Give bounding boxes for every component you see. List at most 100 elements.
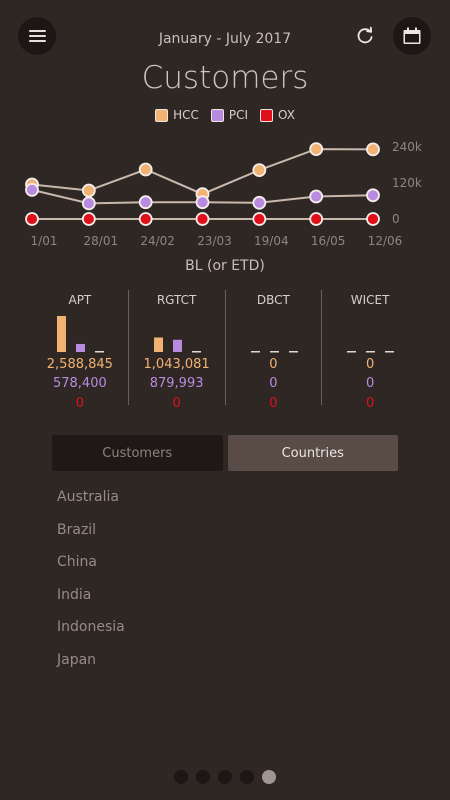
metric-value-hcc: 2,588,845 <box>46 357 113 372</box>
page-dot-3[interactable] <box>218 770 232 784</box>
date-range-label: January - July 2017 <box>158 31 292 47</box>
metric-apt: APT 2,588,845 578,400 0 <box>32 290 128 411</box>
legend-label-pci: PCI <box>228 108 249 122</box>
metric-value-hcc: 0 <box>365 357 375 372</box>
x-tick-label: 24/02 <box>140 234 175 248</box>
mini-bar-ox <box>191 351 201 353</box>
data-point-pci[interactable] <box>195 195 210 210</box>
legend-item-hcc[interactable]: HCC <box>155 108 199 122</box>
list-item[interactable]: Japan <box>57 651 97 668</box>
page-dot-2[interactable] <box>196 770 210 784</box>
mini-bar-hcc <box>347 351 357 353</box>
refresh-button[interactable] <box>350 22 380 50</box>
legend-label-hcc: HCC <box>173 108 199 122</box>
metric-value-ox: 0 <box>365 396 375 411</box>
metric-value-hcc: 0 <box>269 357 278 372</box>
metric-name: DBCT <box>256 293 290 307</box>
metric-value-ox: 0 <box>269 396 278 411</box>
x-tick-label: 1/01 <box>31 234 58 248</box>
list-item[interactable]: India <box>57 586 92 603</box>
country-list: Australia Brazil China India Indonesia J… <box>57 486 125 681</box>
metric-value-ox: 0 <box>172 396 181 411</box>
menu-button[interactable] <box>18 17 56 55</box>
data-point-pci[interactable] <box>81 196 96 211</box>
data-point-ox[interactable] <box>25 212 39 226</box>
mini-bar-hcc <box>250 351 260 353</box>
data-point-pci[interactable] <box>25 183 39 197</box>
metric-name: WICET <box>350 293 390 307</box>
calendar-button[interactable] <box>393 17 431 55</box>
terminal-metrics: APT 2,588,845 578,400 0 RGTCT 1,043,081 … <box>32 290 418 411</box>
data-point-ox[interactable] <box>309 212 324 226</box>
data-point-pci[interactable] <box>309 189 324 204</box>
data-point-ox[interactable] <box>138 212 153 226</box>
metric-value-pci: 0 <box>365 376 375 391</box>
metric-value-ox: 0 <box>75 396 85 411</box>
data-point-hcc[interactable] <box>81 183 96 198</box>
list-item[interactable]: Indonesia <box>57 619 125 635</box>
line-chart: 240k 120k 0 1/01 28/01 24/02 23/03 19/04 16/05 12… <box>25 140 422 248</box>
legend-label-ox: OX <box>278 108 295 122</box>
refresh-icon <box>357 26 373 44</box>
y-tick-label: 0 <box>392 212 400 226</box>
mini-bar-ox <box>288 351 298 353</box>
x-tick-label: 23/03 <box>197 234 232 248</box>
page-dot-4[interactable] <box>240 770 254 784</box>
list-item[interactable]: Brazil <box>57 521 97 538</box>
tab-countries[interactable]: Countries <box>227 435 398 471</box>
metric-name: APT <box>68 293 92 307</box>
mini-bar-hcc <box>57 316 66 352</box>
metric-wicet: WICET 0 0 0 <box>321 290 418 411</box>
metric-value-pci: 578,400 <box>52 376 107 391</box>
data-point-pci[interactable] <box>138 195 153 210</box>
data-point-pci[interactable] <box>366 188 380 203</box>
metric-dbct: DBCT 0 0 0 <box>224 290 322 411</box>
x-tick-label: 19/04 <box>254 234 289 248</box>
metric-name: RGTCT <box>156 293 197 307</box>
metric-value-pci: 879,993 <box>149 376 204 391</box>
mini-bar-ox <box>95 351 104 353</box>
data-point-ox[interactable] <box>366 212 380 226</box>
mini-bar-pci <box>269 351 279 353</box>
data-point-hcc[interactable] <box>366 142 380 157</box>
mini-bar-pci <box>172 339 182 352</box>
legend-swatch-hcc <box>155 108 169 122</box>
mini-bar-chart <box>153 337 201 353</box>
list-item[interactable]: Australia <box>57 489 119 505</box>
view-tabs: Customers Countries <box>52 435 398 471</box>
data-point-ox[interactable] <box>195 212 210 226</box>
mini-bar-pci <box>76 343 85 352</box>
data-point-hcc[interactable] <box>309 142 324 156</box>
mini-bar-hcc <box>153 337 163 352</box>
mini-bar-ox <box>385 351 395 353</box>
metric-rgtct: RGTCT 1,043,081 879,993 0 <box>127 290 225 411</box>
page-title: Customers <box>141 60 309 96</box>
page-indicator <box>0 770 450 784</box>
page-dot-1[interactable] <box>174 770 188 784</box>
chart-legend: HCC PCI OX <box>0 108 450 122</box>
metric-value-hcc: 1,043,081 <box>143 357 210 372</box>
data-point-pci[interactable] <box>252 195 267 210</box>
mini-bar-chart <box>250 351 298 353</box>
x-tick-label: 12/06 <box>368 234 403 248</box>
legend-swatch-pci <box>210 108 224 122</box>
list-item[interactable]: China <box>57 554 97 570</box>
chart-subtitle: BL (or ETD) <box>185 258 265 274</box>
data-point-hcc[interactable] <box>252 163 267 177</box>
data-point-ox[interactable] <box>252 212 267 226</box>
x-tick-label: 28/01 <box>84 234 119 248</box>
y-tick-label: 240k <box>392 140 422 154</box>
y-tick-label: 120k <box>392 176 422 190</box>
tab-customers[interactable]: Customers <box>52 435 223 471</box>
calendar-icon <box>403 27 421 44</box>
data-point-hcc[interactable] <box>138 162 153 177</box>
mini-bar-chart <box>347 351 395 353</box>
mini-bar-chart <box>57 316 104 353</box>
hamburger-menu-icon <box>28 27 46 45</box>
legend-item-pci[interactable]: PCI <box>210 108 249 122</box>
mini-bar-pci <box>366 351 376 353</box>
legend-item-ox[interactable]: OX <box>260 108 295 122</box>
legend-swatch-ox <box>260 108 274 122</box>
data-point-ox[interactable] <box>81 212 96 226</box>
page-dot-5[interactable] <box>262 770 276 784</box>
